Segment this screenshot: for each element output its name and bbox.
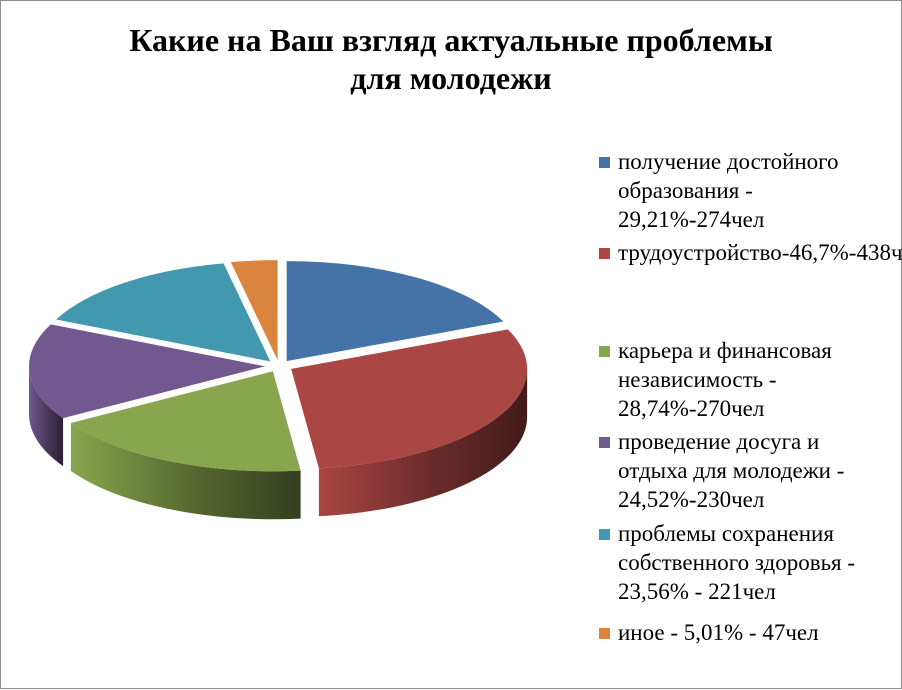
legend-label-employment: трудоустройство-46,7%-438чел — [618, 240, 902, 265]
legend-label-leisure: проведение досуга и отдыха для молодежи … — [618, 429, 845, 512]
legend-swatch-career — [599, 346, 610, 357]
pie-side-leisure — [29, 366, 64, 467]
legend-item-leisure: проведение досуга и отдыха для молодежи … — [599, 427, 889, 514]
legend-swatch-other — [599, 628, 610, 639]
legend-swatch-employment — [599, 248, 610, 259]
legend-item-education: получение достойного образования - 29,21… — [599, 147, 889, 234]
pie-slice-education — [286, 261, 504, 362]
legend-label-other: иное - 5,01% - 47чел — [618, 620, 819, 645]
pie-slice-health — [56, 263, 271, 362]
legend-label-education: получение достойного образования - 29,21… — [618, 149, 839, 232]
legend-swatch-health — [599, 529, 610, 540]
pie-slice-employment — [291, 329, 528, 469]
legend-swatch-education — [599, 157, 610, 168]
legend-item-employment: трудоустройство-46,7%-438чел — [599, 238, 902, 267]
legend-item-health: проблемы сохранения собственного здоровь… — [599, 519, 889, 606]
pie-side-employment — [318, 368, 528, 517]
pie-slice-career — [70, 371, 301, 472]
chart-title-line-1: Какие на Ваш взгляд актуальные проблемы — [129, 22, 773, 58]
chart-title-line-2: для молодежи — [350, 60, 552, 96]
pie-side-career — [70, 423, 301, 520]
pie-slice-other — [230, 260, 278, 361]
chart-title: Какие на Ваш взгляд актуальные проблемы … — [61, 21, 841, 97]
legend-item-other: иное - 5,01% - 47чел — [599, 618, 889, 647]
legend-label-health: проблемы сохранения собственного здоровь… — [618, 521, 856, 604]
legend-item-career: карьера и финансовая независимость - 28,… — [599, 336, 889, 423]
legend-swatch-leisure — [599, 437, 610, 448]
legend-label-career: карьера и финансовая независимость - 28,… — [618, 338, 832, 421]
pie-slice-leisure — [29, 324, 266, 419]
pie-chart — [29, 260, 528, 520]
